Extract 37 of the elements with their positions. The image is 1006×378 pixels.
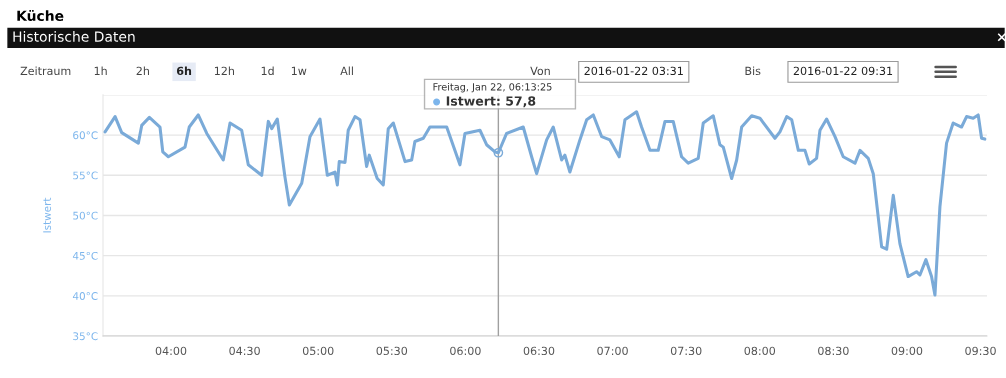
text: 2016-01-22 09:31: [793, 66, 893, 76]
x-tick-label: 07:30: [670, 346, 702, 356]
x-tick-label: 09:30: [965, 346, 996, 356]
x-tick-label: 09:00: [891, 346, 923, 356]
x-tick-label: 08:00: [744, 346, 776, 356]
text: 6h: [176, 66, 192, 76]
y-tick-label: 35°C: [73, 332, 98, 341]
text: ×: [997, 33, 1006, 42]
text: Zeitraum: [20, 66, 71, 76]
y-tick-label: 45°C: [72, 251, 98, 260]
x-tick-label: 04:00: [155, 346, 187, 356]
x-tick-label: 06:00: [450, 346, 481, 356]
y-tick-label: 50°C: [73, 211, 98, 220]
y-tick-label: 60°C: [73, 131, 98, 140]
text: Bis: [745, 66, 761, 76]
text: 2h: [136, 66, 149, 75]
text: 1d: [261, 66, 274, 76]
line-series: [103, 110, 987, 297]
text: Freitag, Jan 22, 06:13:25: [433, 82, 552, 93]
annotation: Istwert: 57,8: [446, 96, 536, 108]
x-tick-label: 08:30: [818, 346, 849, 356]
chart-title: Küche: [17, 10, 64, 22]
x-tick-label: 04:30: [229, 346, 260, 356]
text: All: [340, 66, 353, 75]
chart-subtitle: Historische Daten: [13, 31, 135, 42]
text: 1w: [291, 66, 307, 75]
x-tick-label: 05:00: [302, 346, 334, 356]
x-tick-label: 07:00: [597, 346, 628, 356]
text: Von: [530, 66, 550, 76]
y-axis-title: Istwert: [43, 197, 51, 233]
text: 2016-01-22 03:31: [584, 66, 683, 76]
y-tick-label: 40°C: [72, 292, 98, 300]
x-tick-label: 06:30: [523, 346, 555, 356]
y-tick-label: 55°C: [73, 171, 98, 180]
text: 1h: [94, 66, 107, 75]
text: 12h: [214, 66, 234, 75]
x-tick-label: 05:30: [376, 346, 408, 356]
